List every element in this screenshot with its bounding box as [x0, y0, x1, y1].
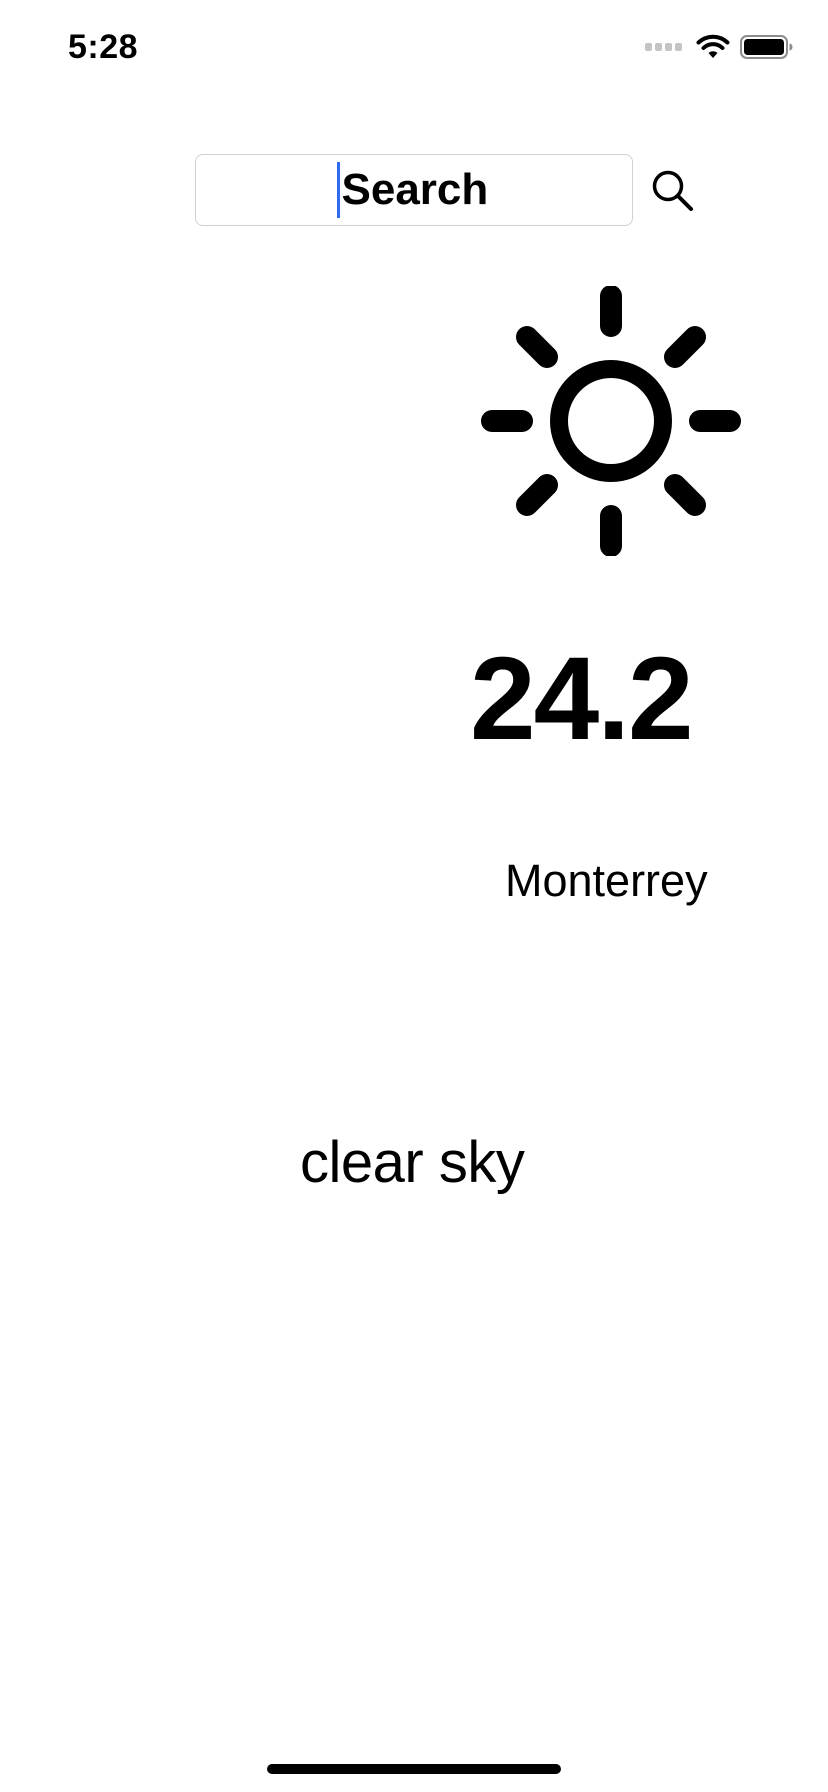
- search-button[interactable]: [648, 166, 698, 216]
- signal-icon: [645, 43, 682, 51]
- weather-description: clear sky: [300, 1130, 525, 1195]
- sun-icon: [481, 286, 741, 556]
- status-time: 5:28: [68, 28, 139, 66]
- temperature-value: 24.2: [470, 633, 694, 765]
- battery-icon: [740, 35, 793, 59]
- wifi-icon: [696, 34, 730, 58]
- search-input[interactable]: [341, 165, 492, 215]
- text-cursor: [336, 162, 340, 218]
- status-bar: 5:28: [0, 0, 828, 100]
- status-icons: [645, 34, 794, 60]
- city-name: Monterrey: [505, 855, 708, 906]
- home-indicator[interactable]: [267, 1764, 561, 1774]
- search-icon: [652, 170, 693, 211]
- search-field[interactable]: [195, 154, 633, 226]
